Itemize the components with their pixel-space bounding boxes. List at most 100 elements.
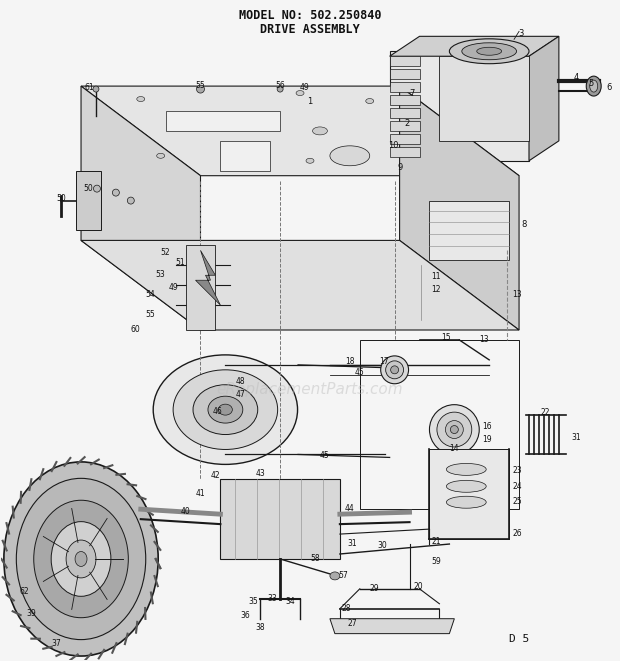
Ellipse shape xyxy=(153,355,298,465)
Polygon shape xyxy=(185,245,215,330)
Text: 29: 29 xyxy=(370,584,379,593)
Text: 26: 26 xyxy=(512,529,521,538)
Ellipse shape xyxy=(93,86,99,92)
Ellipse shape xyxy=(391,366,399,374)
Ellipse shape xyxy=(296,91,304,96)
Text: 39: 39 xyxy=(26,609,36,618)
Polygon shape xyxy=(440,56,529,141)
Text: 24: 24 xyxy=(512,483,521,491)
Text: 59: 59 xyxy=(432,557,441,566)
Text: D 5: D 5 xyxy=(509,634,529,644)
Text: 18: 18 xyxy=(345,357,355,366)
Text: 4: 4 xyxy=(574,73,579,82)
Text: 23: 23 xyxy=(512,467,521,475)
Text: 45: 45 xyxy=(355,368,365,377)
Polygon shape xyxy=(389,69,420,79)
Ellipse shape xyxy=(94,185,100,192)
Polygon shape xyxy=(389,134,420,144)
Text: 34: 34 xyxy=(285,597,295,605)
Polygon shape xyxy=(389,56,420,66)
Ellipse shape xyxy=(197,85,205,93)
Polygon shape xyxy=(529,36,559,161)
Ellipse shape xyxy=(75,551,87,566)
Text: eReplacementParts.com: eReplacementParts.com xyxy=(216,382,404,397)
Text: 48: 48 xyxy=(236,377,245,386)
Text: 53: 53 xyxy=(156,270,166,279)
Ellipse shape xyxy=(446,496,486,508)
Ellipse shape xyxy=(590,80,598,92)
Ellipse shape xyxy=(51,522,111,596)
Ellipse shape xyxy=(477,48,502,56)
Polygon shape xyxy=(166,111,280,131)
Ellipse shape xyxy=(173,369,278,449)
Polygon shape xyxy=(389,147,420,157)
Text: 12: 12 xyxy=(432,285,441,294)
Ellipse shape xyxy=(462,43,516,59)
Polygon shape xyxy=(81,86,519,176)
Polygon shape xyxy=(389,108,420,118)
Text: 57: 57 xyxy=(338,571,348,580)
Ellipse shape xyxy=(381,356,409,384)
Polygon shape xyxy=(76,171,101,231)
Text: 35: 35 xyxy=(248,597,258,605)
Text: 3: 3 xyxy=(518,29,523,38)
Text: 22: 22 xyxy=(541,408,551,416)
Text: 58: 58 xyxy=(310,554,320,563)
Ellipse shape xyxy=(193,385,258,434)
Ellipse shape xyxy=(386,361,404,379)
Ellipse shape xyxy=(445,420,463,438)
Text: 14: 14 xyxy=(450,444,459,453)
Ellipse shape xyxy=(157,153,165,158)
Ellipse shape xyxy=(33,500,128,618)
Ellipse shape xyxy=(330,572,340,580)
Text: 49: 49 xyxy=(300,83,310,92)
Text: 44: 44 xyxy=(345,504,355,513)
Text: 55: 55 xyxy=(195,81,205,90)
Text: 5: 5 xyxy=(588,79,593,88)
Ellipse shape xyxy=(66,540,96,578)
Text: 50: 50 xyxy=(83,184,93,192)
Polygon shape xyxy=(430,200,509,260)
Text: 62: 62 xyxy=(19,587,29,596)
Polygon shape xyxy=(400,86,519,330)
Text: 49: 49 xyxy=(169,283,179,292)
Polygon shape xyxy=(330,619,454,634)
Text: DRIVE ASSEMBLY: DRIVE ASSEMBLY xyxy=(260,23,360,36)
Text: 2: 2 xyxy=(405,119,410,128)
Text: 36: 36 xyxy=(241,611,250,620)
Text: 10: 10 xyxy=(388,141,398,150)
Ellipse shape xyxy=(330,146,370,166)
Text: 38: 38 xyxy=(255,623,265,632)
Text: 50: 50 xyxy=(56,194,66,203)
Text: 52: 52 xyxy=(161,249,171,257)
Ellipse shape xyxy=(587,76,601,96)
Text: 15: 15 xyxy=(441,333,451,342)
Text: 33: 33 xyxy=(267,594,277,603)
Text: 60: 60 xyxy=(131,325,141,334)
Text: 16: 16 xyxy=(482,422,492,430)
Ellipse shape xyxy=(446,481,486,492)
Ellipse shape xyxy=(312,127,327,135)
Text: 17: 17 xyxy=(379,357,389,366)
Ellipse shape xyxy=(366,98,374,104)
Polygon shape xyxy=(81,241,519,330)
Ellipse shape xyxy=(4,462,158,656)
Text: 47: 47 xyxy=(236,390,245,399)
Text: 21: 21 xyxy=(432,537,441,546)
Ellipse shape xyxy=(112,189,120,196)
Ellipse shape xyxy=(450,426,458,434)
Ellipse shape xyxy=(16,479,146,640)
Text: 9: 9 xyxy=(397,163,403,172)
Text: 61: 61 xyxy=(84,83,94,92)
Ellipse shape xyxy=(218,404,232,415)
Polygon shape xyxy=(389,82,420,92)
Text: 41: 41 xyxy=(195,489,205,498)
Text: 40: 40 xyxy=(180,507,190,516)
Text: 31: 31 xyxy=(572,432,582,442)
Text: 51: 51 xyxy=(175,258,185,267)
Polygon shape xyxy=(430,449,509,539)
Text: 20: 20 xyxy=(414,582,423,591)
Text: 25: 25 xyxy=(512,497,521,506)
Text: 46: 46 xyxy=(213,407,223,416)
Text: 13: 13 xyxy=(479,335,489,344)
